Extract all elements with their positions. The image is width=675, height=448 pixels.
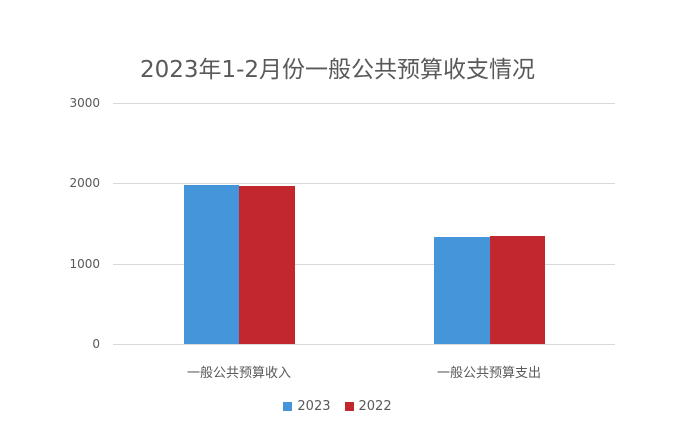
y-tick-3000: 3000 <box>69 96 100 110</box>
bar-2022-expenditure[interactable] <box>490 235 545 344</box>
x-label-revenue: 一般公共预算收入 <box>186 366 291 381</box>
legend-item-2022[interactable]: 2022 <box>344 399 392 414</box>
y-tick-1000: 1000 <box>69 257 100 271</box>
chart-title: 2023年1-2月份一般公共预算收支情况 <box>139 57 536 83</box>
gridline-3000 <box>113 103 615 104</box>
bar-2022-revenue[interactable] <box>239 185 295 344</box>
legend-swatch-2023 <box>283 402 293 411</box>
y-tick-2000: 2000 <box>69 176 100 190</box>
x-axis-line <box>113 344 615 345</box>
legend: 2023 2022 <box>0 399 675 414</box>
plot-area <box>113 103 615 345</box>
legend-item-2023[interactable]: 2023 <box>283 399 331 414</box>
bar-2023-revenue[interactable] <box>184 184 239 344</box>
gridline-1000 <box>113 264 615 265</box>
bar-2023-expenditure[interactable] <box>434 236 490 344</box>
legend-swatch-2022 <box>344 402 354 411</box>
legend-label-2023: 2023 <box>297 399 331 414</box>
legend-label-2022: 2022 <box>358 399 392 414</box>
y-tick-0: 0 <box>92 337 100 351</box>
gridline-2000 <box>113 183 615 184</box>
x-label-expenditure: 一般公共预算支出 <box>436 366 541 381</box>
